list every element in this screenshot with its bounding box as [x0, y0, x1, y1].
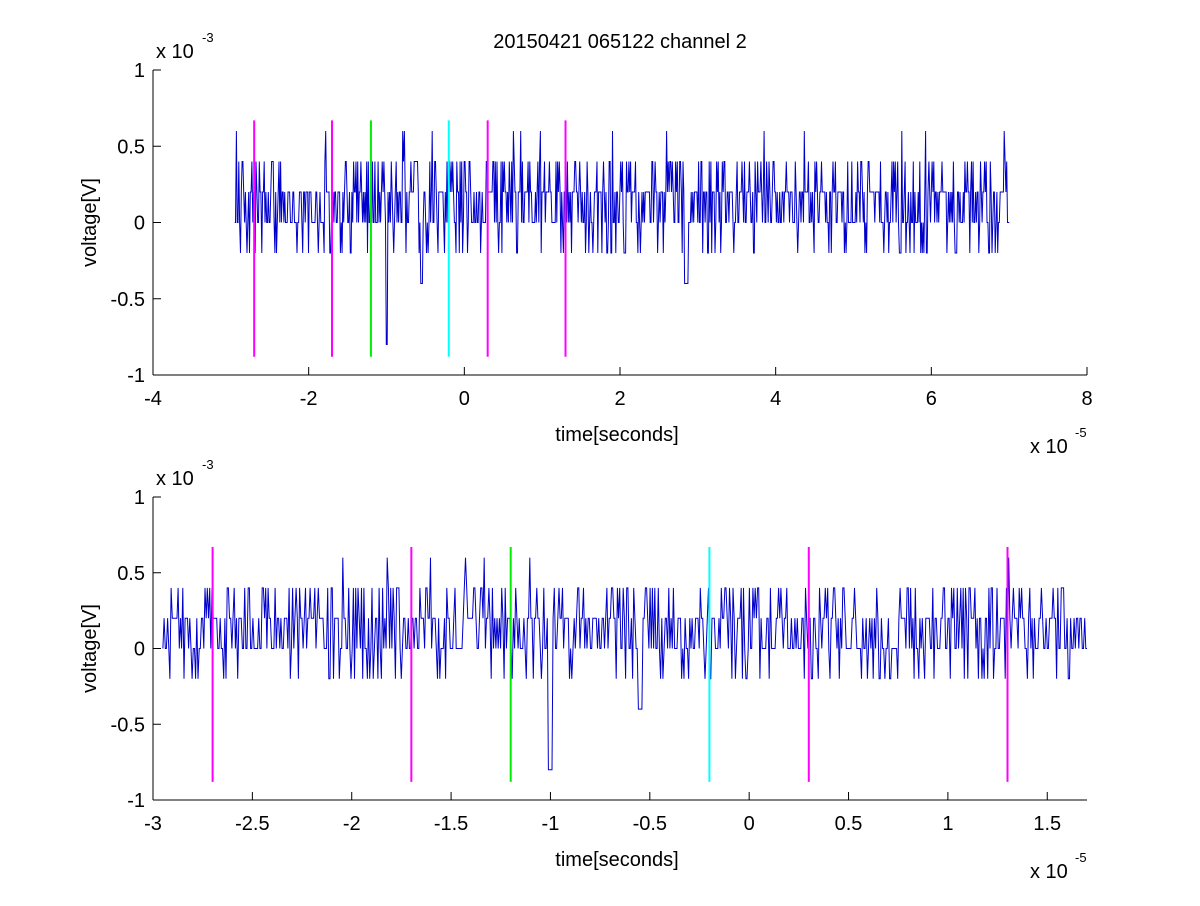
y-tick-label-1-1: -1	[127, 365, 145, 387]
x-tick-label-2-7: 0	[744, 813, 755, 835]
y-tick-label-2-5: 1	[134, 487, 145, 509]
y-multiplier-2: x 10	[156, 468, 194, 490]
x-tick-label-1-1: -4	[144, 388, 162, 410]
y-tick-label-2-4: 0.5	[117, 563, 145, 585]
x-tick-label-2-3: -2	[343, 813, 361, 835]
y-multiplier-exp-2: -3	[202, 457, 214, 472]
x-tick-label-1-3: 0	[459, 388, 470, 410]
y-tick-label-1-3: 0	[134, 213, 145, 235]
figure-title: 20150421 065122 channel 2	[493, 31, 747, 53]
x-tick-label-1-4: 2	[614, 388, 625, 410]
y-multiplier-1: x 10	[156, 41, 194, 63]
x-tick-label-1-5: 4	[770, 388, 781, 410]
y-multiplier-exp-1: -3	[202, 30, 214, 45]
x-tick-label-1-7: 8	[1081, 388, 1092, 410]
x-tick-label-2-6: -0.5	[633, 813, 667, 835]
y-tick-label-1-5: 1	[134, 60, 145, 82]
x-tick-label-2-2: -2.5	[235, 813, 269, 835]
x-tick-label-2-9: 1	[942, 813, 953, 835]
x-tick-label-2-8: 0.5	[835, 813, 863, 835]
y-axis-label-2: voltage[V]	[79, 604, 101, 693]
y-tick-label-1-2: -0.5	[111, 289, 145, 311]
y-tick-label-2-2: -0.5	[111, 714, 145, 736]
x-axis-label-1: time[seconds]	[555, 424, 678, 446]
signal-trace-1	[234, 130, 1010, 345]
x-tick-label-1-2: -2	[300, 388, 318, 410]
x-multiplier-2: x 10	[1030, 861, 1068, 883]
y-tick-label-2-1: -1	[127, 790, 145, 812]
x-tick-label-2-4: -1.5	[434, 813, 468, 835]
y-tick-label-2-3: 0	[134, 639, 145, 661]
x-tick-label-2-5: -1	[542, 813, 560, 835]
y-axis-label-1: voltage[V]	[79, 178, 101, 267]
x-multiplier-1: x 10	[1030, 436, 1068, 458]
x-axis-label-2: time[seconds]	[555, 849, 678, 871]
x-tick-label-1-6: 6	[926, 388, 937, 410]
signal-trace-2	[162, 557, 1087, 771]
y-tick-label-1-4: 0.5	[117, 136, 145, 158]
x-multiplier-exp-1: -5	[1075, 425, 1087, 440]
x-tick-label-2-10: 1.5	[1033, 813, 1061, 835]
x-tick-label-2-1: -3	[144, 813, 162, 835]
x-multiplier-exp-2: -5	[1075, 850, 1087, 865]
